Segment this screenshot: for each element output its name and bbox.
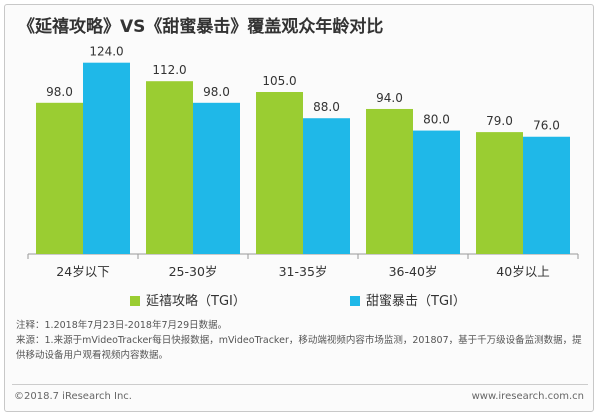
- category-label-1: 25-30岁: [169, 264, 218, 279]
- legend-swatch-yanxi: [130, 296, 140, 306]
- legend-item-yanxi: 延禧攻略（TGI）: [130, 290, 246, 309]
- website-text: www.iresearch.com.cn: [471, 391, 584, 402]
- category-label-2: 31-35岁: [279, 264, 328, 279]
- notes: 注释：1.2018年7月23日-2018年7月29日数据。 来源：1.来源于mV…: [16, 318, 586, 363]
- bar-yanxi-3: [366, 108, 413, 254]
- bar-yanxi-2: [256, 92, 303, 254]
- data-label-yanxi-0: 98.0: [46, 85, 73, 99]
- data-label-yanxi-1: 112.0: [152, 63, 186, 77]
- category-label-3: 36-40岁: [389, 264, 438, 279]
- bar-chart: 98.0 124.0 24岁以下 112.0 98.0 25-30岁 105.0 88.0 31…: [27, 45, 579, 279]
- data-label-yanxi-4: 79.0: [486, 114, 513, 128]
- legend-swatch-tianmi: [350, 296, 360, 306]
- data-label-yanxi-2: 105.0: [262, 74, 296, 88]
- bar-tianmi-2: [303, 118, 350, 254]
- legend-item-tianmi: 甜蜜暴击（TGI）: [350, 290, 466, 309]
- data-label-tianmi-0: 124.0: [89, 45, 123, 59]
- bar-tianmi-0: [83, 62, 130, 254]
- category-label-0: 24岁以下: [56, 264, 109, 279]
- note-line-1: 注释：1.2018年7月23日-2018年7月29日数据。: [16, 320, 228, 331]
- bar-tianmi-1: [193, 102, 240, 254]
- legend-label-tianmi: 甜蜜暴击（TGI）: [366, 294, 466, 309]
- bar-tianmi-4: [523, 136, 570, 254]
- bar-yanxi-1: [146, 81, 193, 254]
- bar-yanxi-4: [476, 132, 523, 254]
- data-label-yanxi-3: 94.0: [376, 91, 403, 105]
- bar-yanxi-0: [36, 102, 83, 254]
- data-label-tianmi-1: 98.0: [203, 85, 230, 99]
- data-label-tianmi-2: 88.0: [313, 100, 340, 114]
- note-line-2: 来源：1.来源于mVideoTracker每日快报数据，mVideoTracke…: [16, 335, 582, 361]
- chart-title: 《延禧攻略》VS《甜蜜暴击》覆盖观众年龄对比: [18, 17, 384, 37]
- footer-divider: [12, 384, 588, 385]
- bar-tianmi-3: [413, 130, 460, 254]
- copyright-text: ©2018.7 iResearch Inc.: [14, 391, 132, 402]
- data-label-tianmi-3: 80.0: [423, 113, 450, 127]
- data-label-tianmi-4: 76.0: [533, 119, 560, 133]
- chart-legend: 延禧攻略（TGI） 甜蜜暴击（TGI）: [0, 290, 600, 310]
- category-label-4: 40岁以上: [496, 264, 549, 279]
- legend-label-yanxi: 延禧攻略（TGI）: [146, 294, 246, 309]
